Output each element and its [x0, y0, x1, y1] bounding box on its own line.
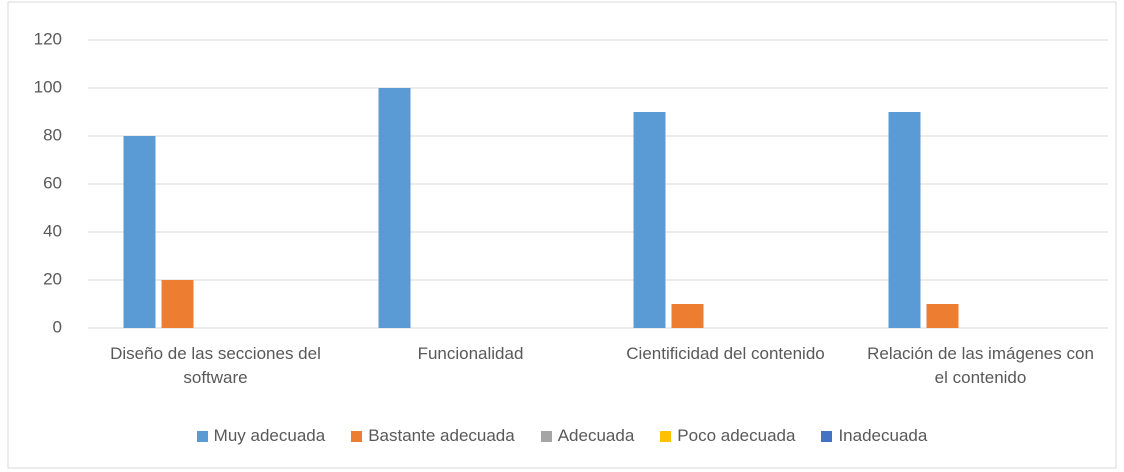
legend-swatch: [196, 430, 208, 442]
bar: [123, 136, 156, 328]
legend-item: Muy adecuada: [196, 426, 326, 446]
legend-item: Bastante adecuada: [351, 426, 515, 446]
bar: [161, 280, 194, 328]
legend: Muy adecuada Bastante adecuada Adecuada Poc…: [0, 426, 1124, 446]
y-tick-label: 80: [43, 125, 62, 144]
legend-swatch: [821, 430, 833, 442]
x-tick-label: Funcionalidad: [417, 344, 524, 363]
legend-swatch: [660, 430, 672, 442]
bar: [378, 88, 411, 328]
legend-label: Bastante adecuada: [368, 426, 515, 445]
y-tick-label: 60: [43, 173, 62, 192]
bar: [671, 304, 704, 328]
bar: [888, 112, 921, 328]
legend-item: Poco adecuada: [660, 426, 795, 446]
y-tick-label: 20: [43, 269, 62, 288]
legend-label: Adecuada: [557, 426, 635, 445]
x-tick-label: Relación de las imágenes con el contenid…: [867, 344, 1094, 387]
y-tick-label: 120: [34, 29, 62, 48]
chart-border: [7, 1, 1117, 469]
bar: [633, 112, 666, 328]
y-tick-label: 0: [53, 317, 62, 336]
legend-label: Muy adecuada: [213, 426, 326, 445]
legend-item: Adecuada: [540, 426, 635, 446]
legend-item: Inadecuada: [821, 426, 927, 446]
x-tick-label: Diseño de las secciones del software: [110, 344, 321, 387]
x-tick-label: Cientificidad del contenido: [626, 344, 825, 363]
legend-swatch: [540, 430, 552, 442]
y-tick-label: 100: [34, 77, 62, 96]
legend-label: Inadecuada: [838, 426, 928, 445]
legend-label: Poco adecuada: [677, 426, 796, 445]
bar: [926, 304, 959, 328]
legend-swatch: [351, 430, 363, 442]
y-tick-label: 40: [43, 221, 62, 240]
